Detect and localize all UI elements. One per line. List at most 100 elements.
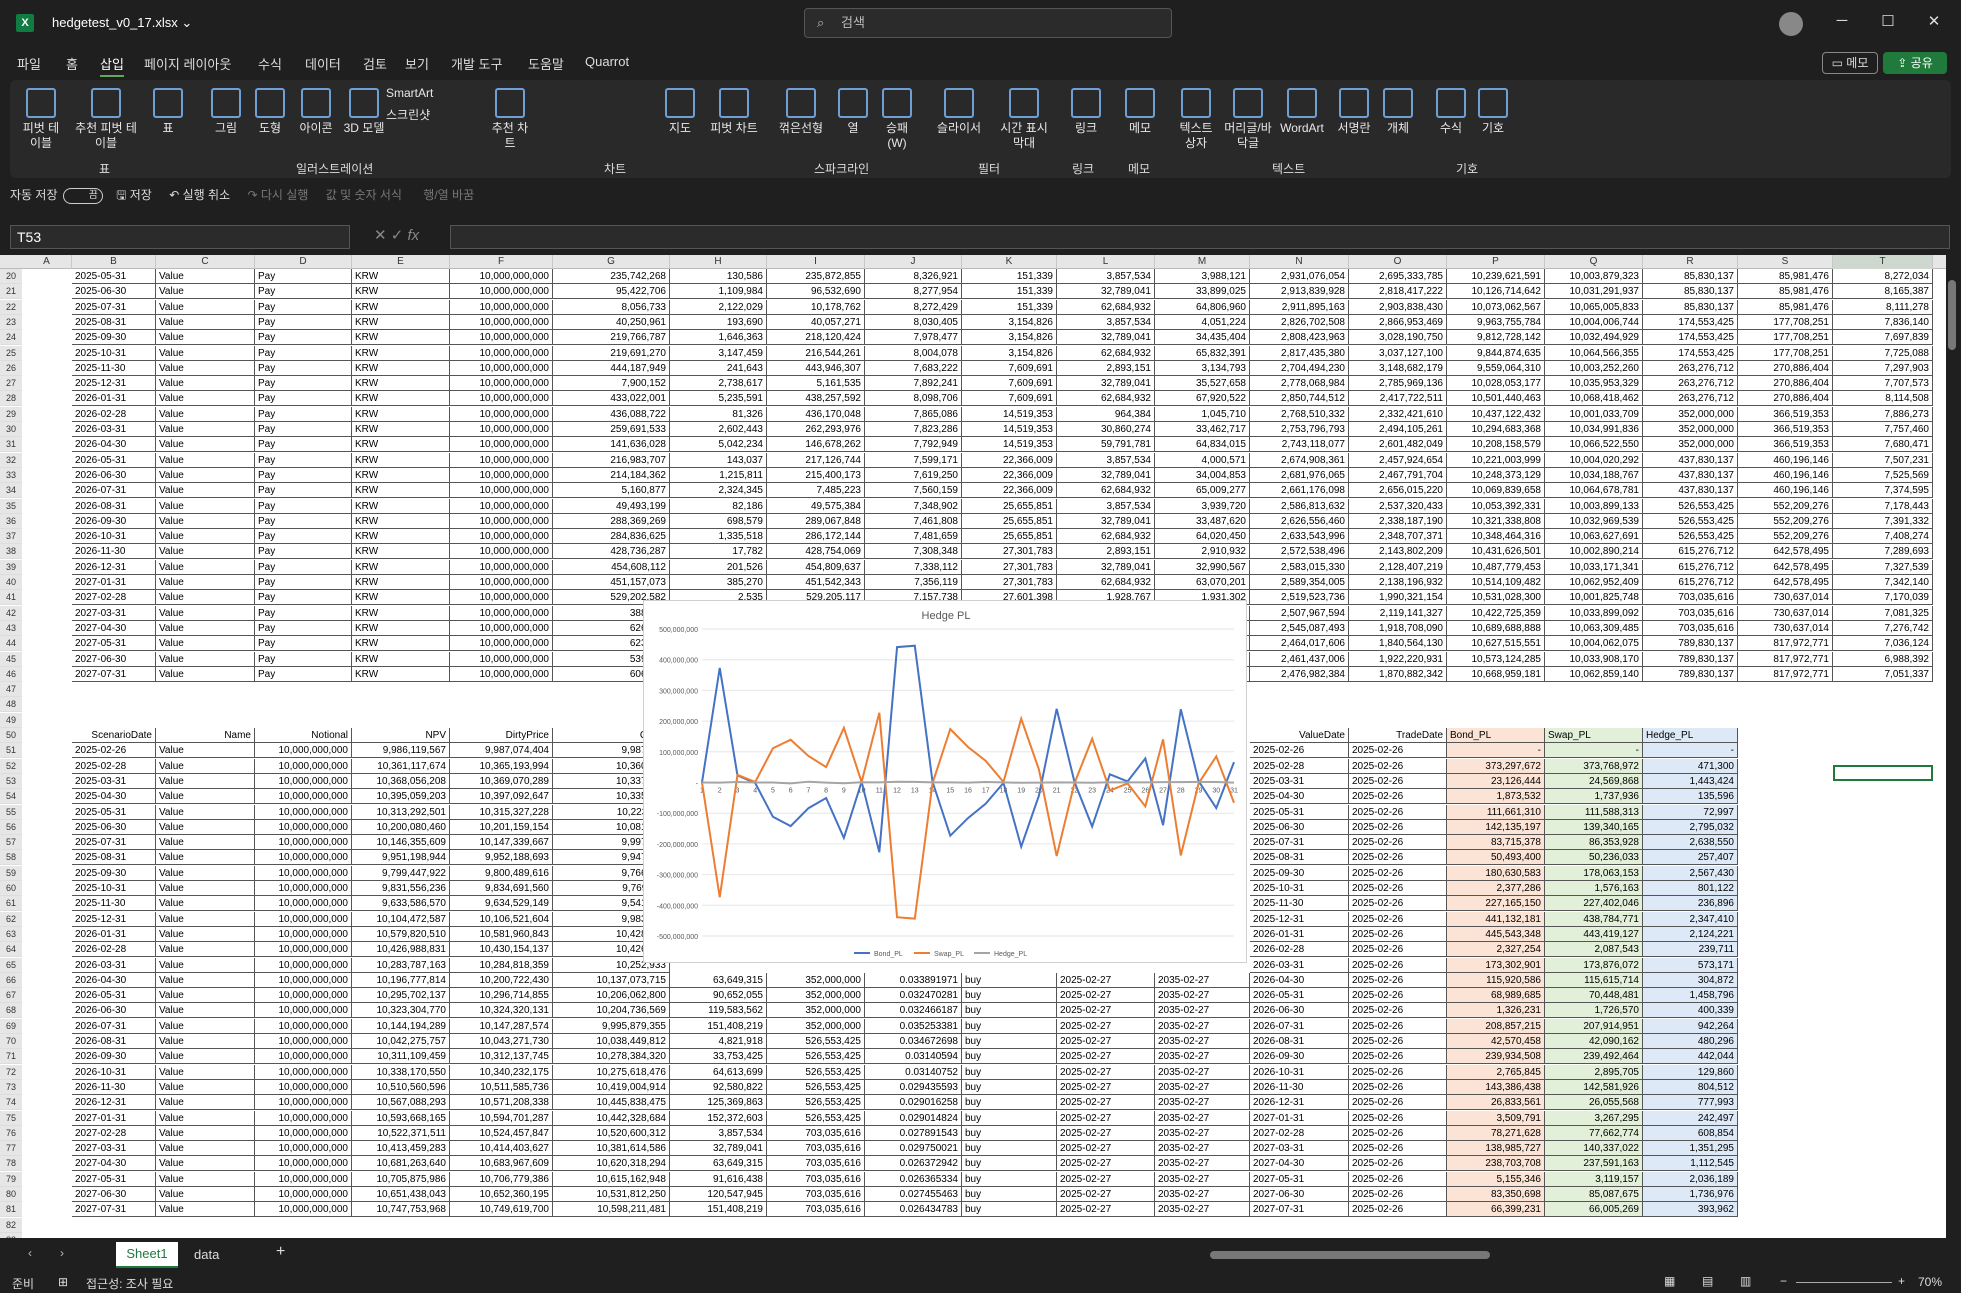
cell[interactable]: 207,914,951 <box>1545 1018 1643 1034</box>
cell[interactable]: 2027-04-30 <box>72 620 156 636</box>
cell[interactable]: 10,035,953,329 <box>1545 376 1643 392</box>
cell[interactable]: 526,553,425 <box>767 1110 865 1126</box>
cell[interactable]: 14,519,353 <box>962 422 1057 437</box>
cell[interactable]: 151,408,219 <box>670 1018 767 1034</box>
cell[interactable]: 174,553,425 <box>1643 345 1738 361</box>
cell[interactable]: 10,000,000,000 <box>255 1079 352 1095</box>
cell[interactable]: 3,037,127,100 <box>1349 345 1447 361</box>
cell[interactable]: 64,613,699 <box>670 1064 767 1080</box>
undo-button[interactable]: 실행 취소 <box>182 188 231 202</box>
cell[interactable]: 10,000,000,000 <box>450 666 553 682</box>
cell[interactable]: 0.03140752 <box>865 1064 962 1080</box>
cell[interactable]: 385,270 <box>670 575 767 590</box>
cell[interactable]: 10,000,000,000 <box>255 1034 352 1049</box>
cell[interactable]: 2025-12-31 <box>72 911 156 927</box>
cell[interactable]: Value <box>156 1034 255 1049</box>
cell[interactable]: 3,857,534 <box>670 1125 767 1141</box>
timeline-button[interactable]: 시간 표시 막대 <box>994 88 1054 151</box>
cell[interactable]: 642,578,495 <box>1738 559 1833 575</box>
cell[interactable]: KRW <box>352 483 450 499</box>
cell[interactable]: 2,347,410 <box>1643 911 1738 927</box>
cell[interactable]: 730,637,014 <box>1738 590 1833 606</box>
cell[interactable]: 10,000,000,000 <box>450 513 553 529</box>
cell[interactable]: 27,301,783 <box>962 544 1057 560</box>
cell[interactable]: 81,326 <box>670 406 767 422</box>
cell[interactable]: 10,053,392,331 <box>1447 498 1545 514</box>
close-icon[interactable]: ✕ <box>1927 13 1941 30</box>
cell[interactable]: 2026-06-30 <box>72 467 156 483</box>
cell[interactable]: 2,743,118,077 <box>1250 437 1349 453</box>
cell[interactable]: 442,044 <box>1643 1049 1738 1065</box>
cell[interactable]: 2025-02-26 <box>1349 957 1447 973</box>
cell[interactable]: 3,857,534 <box>1057 498 1155 514</box>
cell[interactable]: 10,001,825,748 <box>1545 590 1643 606</box>
cell[interactable]: 9,633,586,570 <box>352 896 450 912</box>
cell[interactable]: 42,090,162 <box>1545 1034 1643 1049</box>
cell[interactable]: 5,160,877 <box>553 483 670 499</box>
cell[interactable]: 352,000,000 <box>767 988 865 1004</box>
cell[interactable]: Value <box>156 345 255 361</box>
cell[interactable]: 2025-08-31 <box>72 314 156 330</box>
cell[interactable]: 10,066,522,550 <box>1545 437 1643 453</box>
cell[interactable]: 10,000,000,000 <box>255 743 352 759</box>
row-header[interactable]: 64 <box>0 942 22 958</box>
cell[interactable]: 10,615,162,948 <box>553 1171 670 1187</box>
cell[interactable]: 804,512 <box>1643 1079 1738 1095</box>
cell[interactable]: 10,000,000,000 <box>450 284 553 300</box>
cell[interactable]: 10,000,000,000 <box>450 269 553 284</box>
cell[interactable]: 2027-07-31 <box>72 1202 156 1218</box>
cell[interactable]: Value <box>156 1202 255 1218</box>
cell[interactable]: 2,138,196,932 <box>1349 575 1447 590</box>
row-header[interactable]: 26 <box>0 360 22 376</box>
cell[interactable]: 9,834,691,560 <box>450 881 553 896</box>
cell[interactable]: 552,209,276 <box>1738 498 1833 514</box>
cell[interactable]: 3,154,826 <box>962 314 1057 330</box>
cell[interactable]: 10,369,070,289 <box>450 773 553 789</box>
menu-page-layout[interactable]: 페이지 레이아웃 <box>144 57 232 72</box>
cell[interactable]: 96,532,690 <box>767 284 865 300</box>
cell[interactable]: 177,708,251 <box>1738 314 1833 330</box>
cell[interactable]: 2025-10-31 <box>72 881 156 896</box>
cell[interactable]: 2035-02-27 <box>1155 1034 1250 1049</box>
cell[interactable]: 3,857,534 <box>1057 314 1155 330</box>
cell[interactable]: 24,569,868 <box>1545 773 1643 789</box>
cell[interactable]: 789,830,137 <box>1643 666 1738 682</box>
cell[interactable]: 10,137,073,715 <box>553 972 670 988</box>
cell[interactable]: 10,033,171,341 <box>1545 559 1643 575</box>
cell[interactable]: 10,395,059,203 <box>352 789 450 805</box>
cell[interactable]: 1,726,570 <box>1545 1003 1643 1019</box>
cell[interactable]: 64,806,960 <box>1155 299 1250 315</box>
cell[interactable]: Value <box>156 1171 255 1187</box>
cell[interactable]: 10,419,004,914 <box>553 1079 670 1095</box>
row-header[interactable]: 20 <box>0 269 22 284</box>
cell[interactable]: Pay <box>255 529 352 545</box>
cell[interactable]: 10,003,252,260 <box>1545 360 1643 376</box>
cell[interactable]: 2025-02-27 <box>1057 1156 1155 1172</box>
cell[interactable]: 120,547,945 <box>670 1187 767 1202</box>
cell[interactable]: 615,276,712 <box>1643 544 1738 560</box>
cell[interactable]: 262,293,976 <box>767 422 865 437</box>
cell[interactable]: 2026-04-30 <box>1250 972 1349 988</box>
object-button[interactable]: 개체 <box>1380 88 1416 136</box>
cell[interactable]: 5,161,535 <box>767 376 865 392</box>
cell[interactable]: 7,327,539 <box>1833 559 1933 575</box>
cell[interactable]: 0.027891543 <box>865 1125 962 1141</box>
cell[interactable]: 34,435,404 <box>1155 330 1250 346</box>
cell[interactable]: 241,643 <box>670 360 767 376</box>
cell[interactable]: 10,315,327,228 <box>450 804 553 820</box>
cell[interactable]: 2025-02-26 <box>1349 911 1447 927</box>
cell[interactable]: 34,004,853 <box>1155 467 1250 483</box>
cell[interactable]: buy <box>962 1034 1057 1049</box>
cell[interactable]: 25,655,851 <box>962 513 1057 529</box>
cell[interactable]: 32,789,041 <box>1057 376 1155 392</box>
cell[interactable]: Value <box>156 942 255 958</box>
cell[interactable]: 817,972,771 <box>1738 651 1833 667</box>
cell[interactable]: KRW <box>352 330 450 346</box>
cell[interactable]: 238,703,708 <box>1447 1156 1545 1172</box>
cell[interactable]: 115,920,586 <box>1447 972 1545 988</box>
cell[interactable]: 10,062,859,140 <box>1545 666 1643 682</box>
cell[interactable]: Pay <box>255 330 352 346</box>
cell[interactable]: 10,000,000,000 <box>450 529 553 545</box>
cell[interactable]: 10,275,618,476 <box>553 1064 670 1080</box>
column-header-o[interactable]: O <box>1349 255 1447 269</box>
